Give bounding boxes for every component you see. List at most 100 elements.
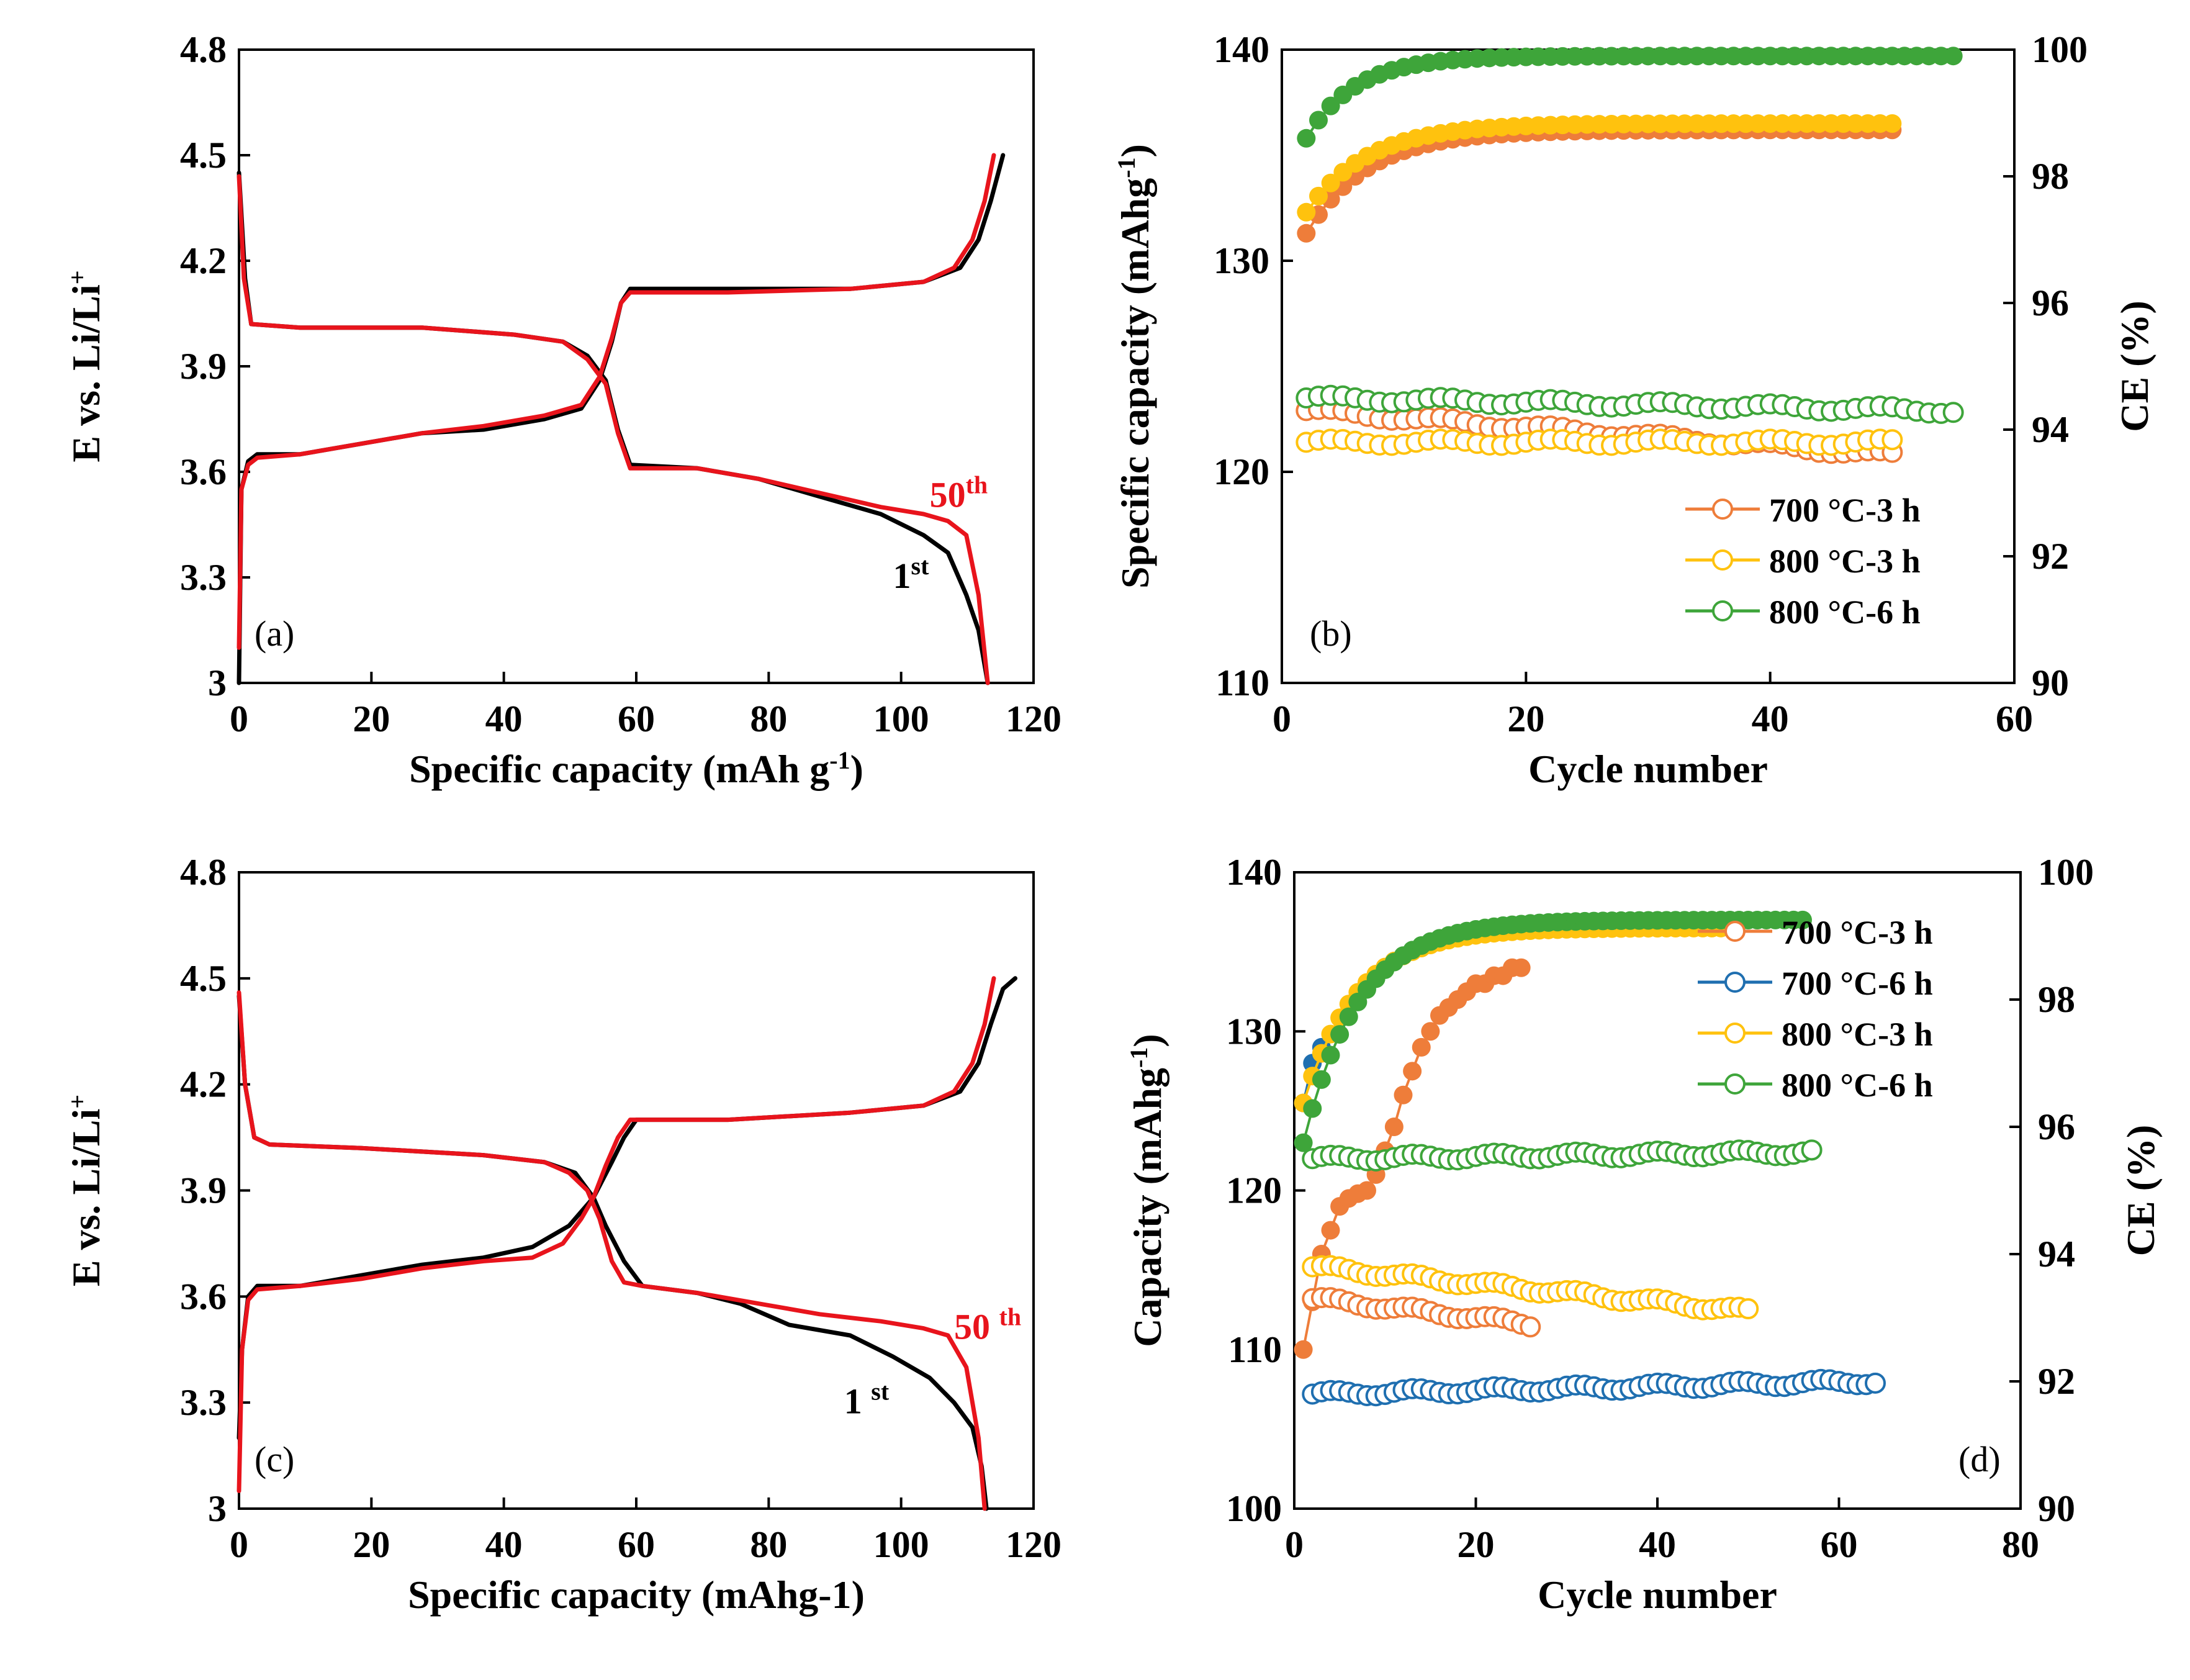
capacity-point: [1321, 173, 1340, 192]
y-tick-label: 3.6: [180, 451, 227, 492]
x-axis-label: Cycle number: [1528, 747, 1768, 791]
legend-marker: [1712, 600, 1733, 621]
x-tick-label: 60: [1821, 1524, 1858, 1565]
capacity-point: [1321, 96, 1340, 115]
y2-tick-label: 90: [2038, 1488, 2075, 1529]
y-tick-label: 4.2: [180, 240, 227, 281]
panel-a: 0 20 40 60 80 100 12033.33.63.94.24.54.850th1s…: [63, 29, 1061, 791]
y-tick-label: 4.8: [180, 29, 227, 70]
y2-tick-label: 100: [2032, 29, 2088, 70]
panel-b: 0 20 40 60 110 120 130 140 90 92 94 96 98 100 700 °C-3…: [1112, 29, 2156, 791]
x-tick-label: 20: [1507, 698, 1544, 739]
annotation-st-base: 1: [844, 1381, 872, 1421]
capacity-point: [1297, 224, 1316, 243]
x-tick-label: 60: [1996, 698, 2033, 739]
capacity-point: [1321, 1045, 1340, 1065]
y-tick-label: 4.8: [180, 852, 227, 893]
y-tick-label: 3: [208, 1488, 227, 1529]
y-tick-label: 3.3: [180, 557, 227, 598]
x-tick-label: 0: [1285, 1524, 1304, 1565]
legend-marker: [1712, 549, 1733, 571]
y-tick-label: 130: [1214, 240, 1269, 281]
x-tick-label: 80: [750, 1524, 787, 1565]
legend-label: 700 °C-6 h: [1782, 965, 1933, 1002]
capacity-point: [1294, 1133, 1313, 1152]
y2-tick-label: 94: [2038, 1234, 2075, 1275]
y-axis-label-base: Capacity (mAhg: [1125, 1068, 1169, 1347]
x-tick-label: 60: [618, 1524, 655, 1565]
x-axis-label-base: Specific capacity (mAh g: [409, 747, 829, 791]
y-axis-label-sup: -1: [1112, 157, 1140, 178]
x-axis-label-end: ): [850, 747, 863, 791]
y-tick-label: 140: [1214, 29, 1269, 70]
panel-label: (a): [255, 613, 294, 654]
y2-tick-label: 94: [2032, 409, 2069, 450]
y-axis-label: E vs. Li/Li+: [63, 1095, 108, 1286]
x-tick-label: 80: [2002, 1524, 2039, 1565]
curve-1st-charge: [237, 976, 1017, 1440]
capacity-point: [1297, 129, 1316, 148]
panel-label: (d): [1958, 1439, 2001, 1479]
capacity-point: [1339, 1007, 1358, 1026]
y-axis-label-sup: +: [63, 1095, 91, 1109]
x-axis-label-sup: -1: [829, 746, 850, 774]
ce-point: [1520, 1316, 1541, 1338]
y-tick-label: 3.9: [180, 1170, 227, 1211]
panel-label: (b): [1310, 613, 1352, 654]
capacity-point: [1793, 910, 1812, 929]
annotation-th-sup: th: [999, 1303, 1022, 1331]
annotation-st-sup: st: [911, 552, 930, 580]
legend-marker: [1724, 921, 1746, 942]
legend-label: 700 °C-3 h: [1769, 492, 1921, 529]
x-tick-label: 100: [873, 698, 929, 739]
x-tick-label: 0: [230, 698, 248, 739]
x-tick-label: 40: [1752, 698, 1789, 739]
y2-tick-label: 98: [2038, 979, 2075, 1020]
curve-50th-discharge: [237, 174, 990, 685]
y-axis-label-base: Specific capacity (mAhg: [1113, 178, 1157, 589]
capacity-point: [1309, 186, 1328, 205]
ce-point: [1865, 1372, 1886, 1394]
y-tick-label: 3.6: [180, 1276, 227, 1317]
curve-50th-charge: [237, 153, 996, 650]
ce-point: [1942, 402, 1964, 423]
x-tick-label: 40: [485, 698, 523, 739]
curve-1st-discharge: [237, 170, 990, 685]
annotation-st: 1 st: [844, 1377, 890, 1421]
y-axis-label: Capacity (mAhg-1): [1125, 1034, 1169, 1347]
annotation-th: 50 th: [954, 1303, 1021, 1347]
y-tick-label: 3.9: [180, 346, 227, 387]
curve-1st-discharge: [237, 993, 989, 1511]
y2-tick-label: 96: [2032, 282, 2069, 323]
legend-marker: [1724, 972, 1746, 993]
capacity-point: [1883, 114, 1902, 133]
annotation-th-sup: th: [966, 471, 988, 499]
plot-frame: [238, 48, 1035, 684]
legend-label: 800 °C-6 h: [1782, 1067, 1933, 1104]
curve-50th-charge: [237, 976, 996, 1493]
y-tick-label: 4.5: [180, 958, 227, 999]
x-tick-label: 80: [750, 698, 787, 739]
y-tick-label: 130: [1226, 1011, 1282, 1052]
panel-c: 0 20 40 60 80 100 120 3 3.3 3.6 3.9 4.2 4.5 4.8 50 th 1…: [63, 852, 1061, 1617]
legend-label: 800 °C-6 h: [1769, 594, 1921, 631]
plot-frame: [238, 871, 1035, 1510]
ce-point: [1801, 1139, 1823, 1161]
legend-label: 800 °C-3 h: [1769, 543, 1921, 580]
y-tick-label: 3.3: [180, 1382, 227, 1423]
y2-axis-label: CE (%): [2119, 1125, 2163, 1257]
x-tick-label: 40: [1639, 1524, 1676, 1565]
annotation-st-sup: st: [871, 1377, 890, 1405]
annotation-th-base: 50: [930, 475, 966, 515]
legend-label: 700 °C-3 h: [1782, 914, 1933, 951]
y-tick-label: 120: [1214, 451, 1269, 492]
x-tick-label: 20: [353, 1524, 390, 1565]
y2-tick-label: 92: [2032, 536, 2069, 577]
capacity-point: [1358, 1181, 1376, 1200]
y-tick-label: 140: [1226, 852, 1282, 893]
capacity-point: [1384, 1118, 1404, 1136]
capacity-point: [1394, 1085, 1413, 1104]
capacity-point: [1312, 1070, 1331, 1089]
x-tick-label: 20: [353, 698, 390, 739]
